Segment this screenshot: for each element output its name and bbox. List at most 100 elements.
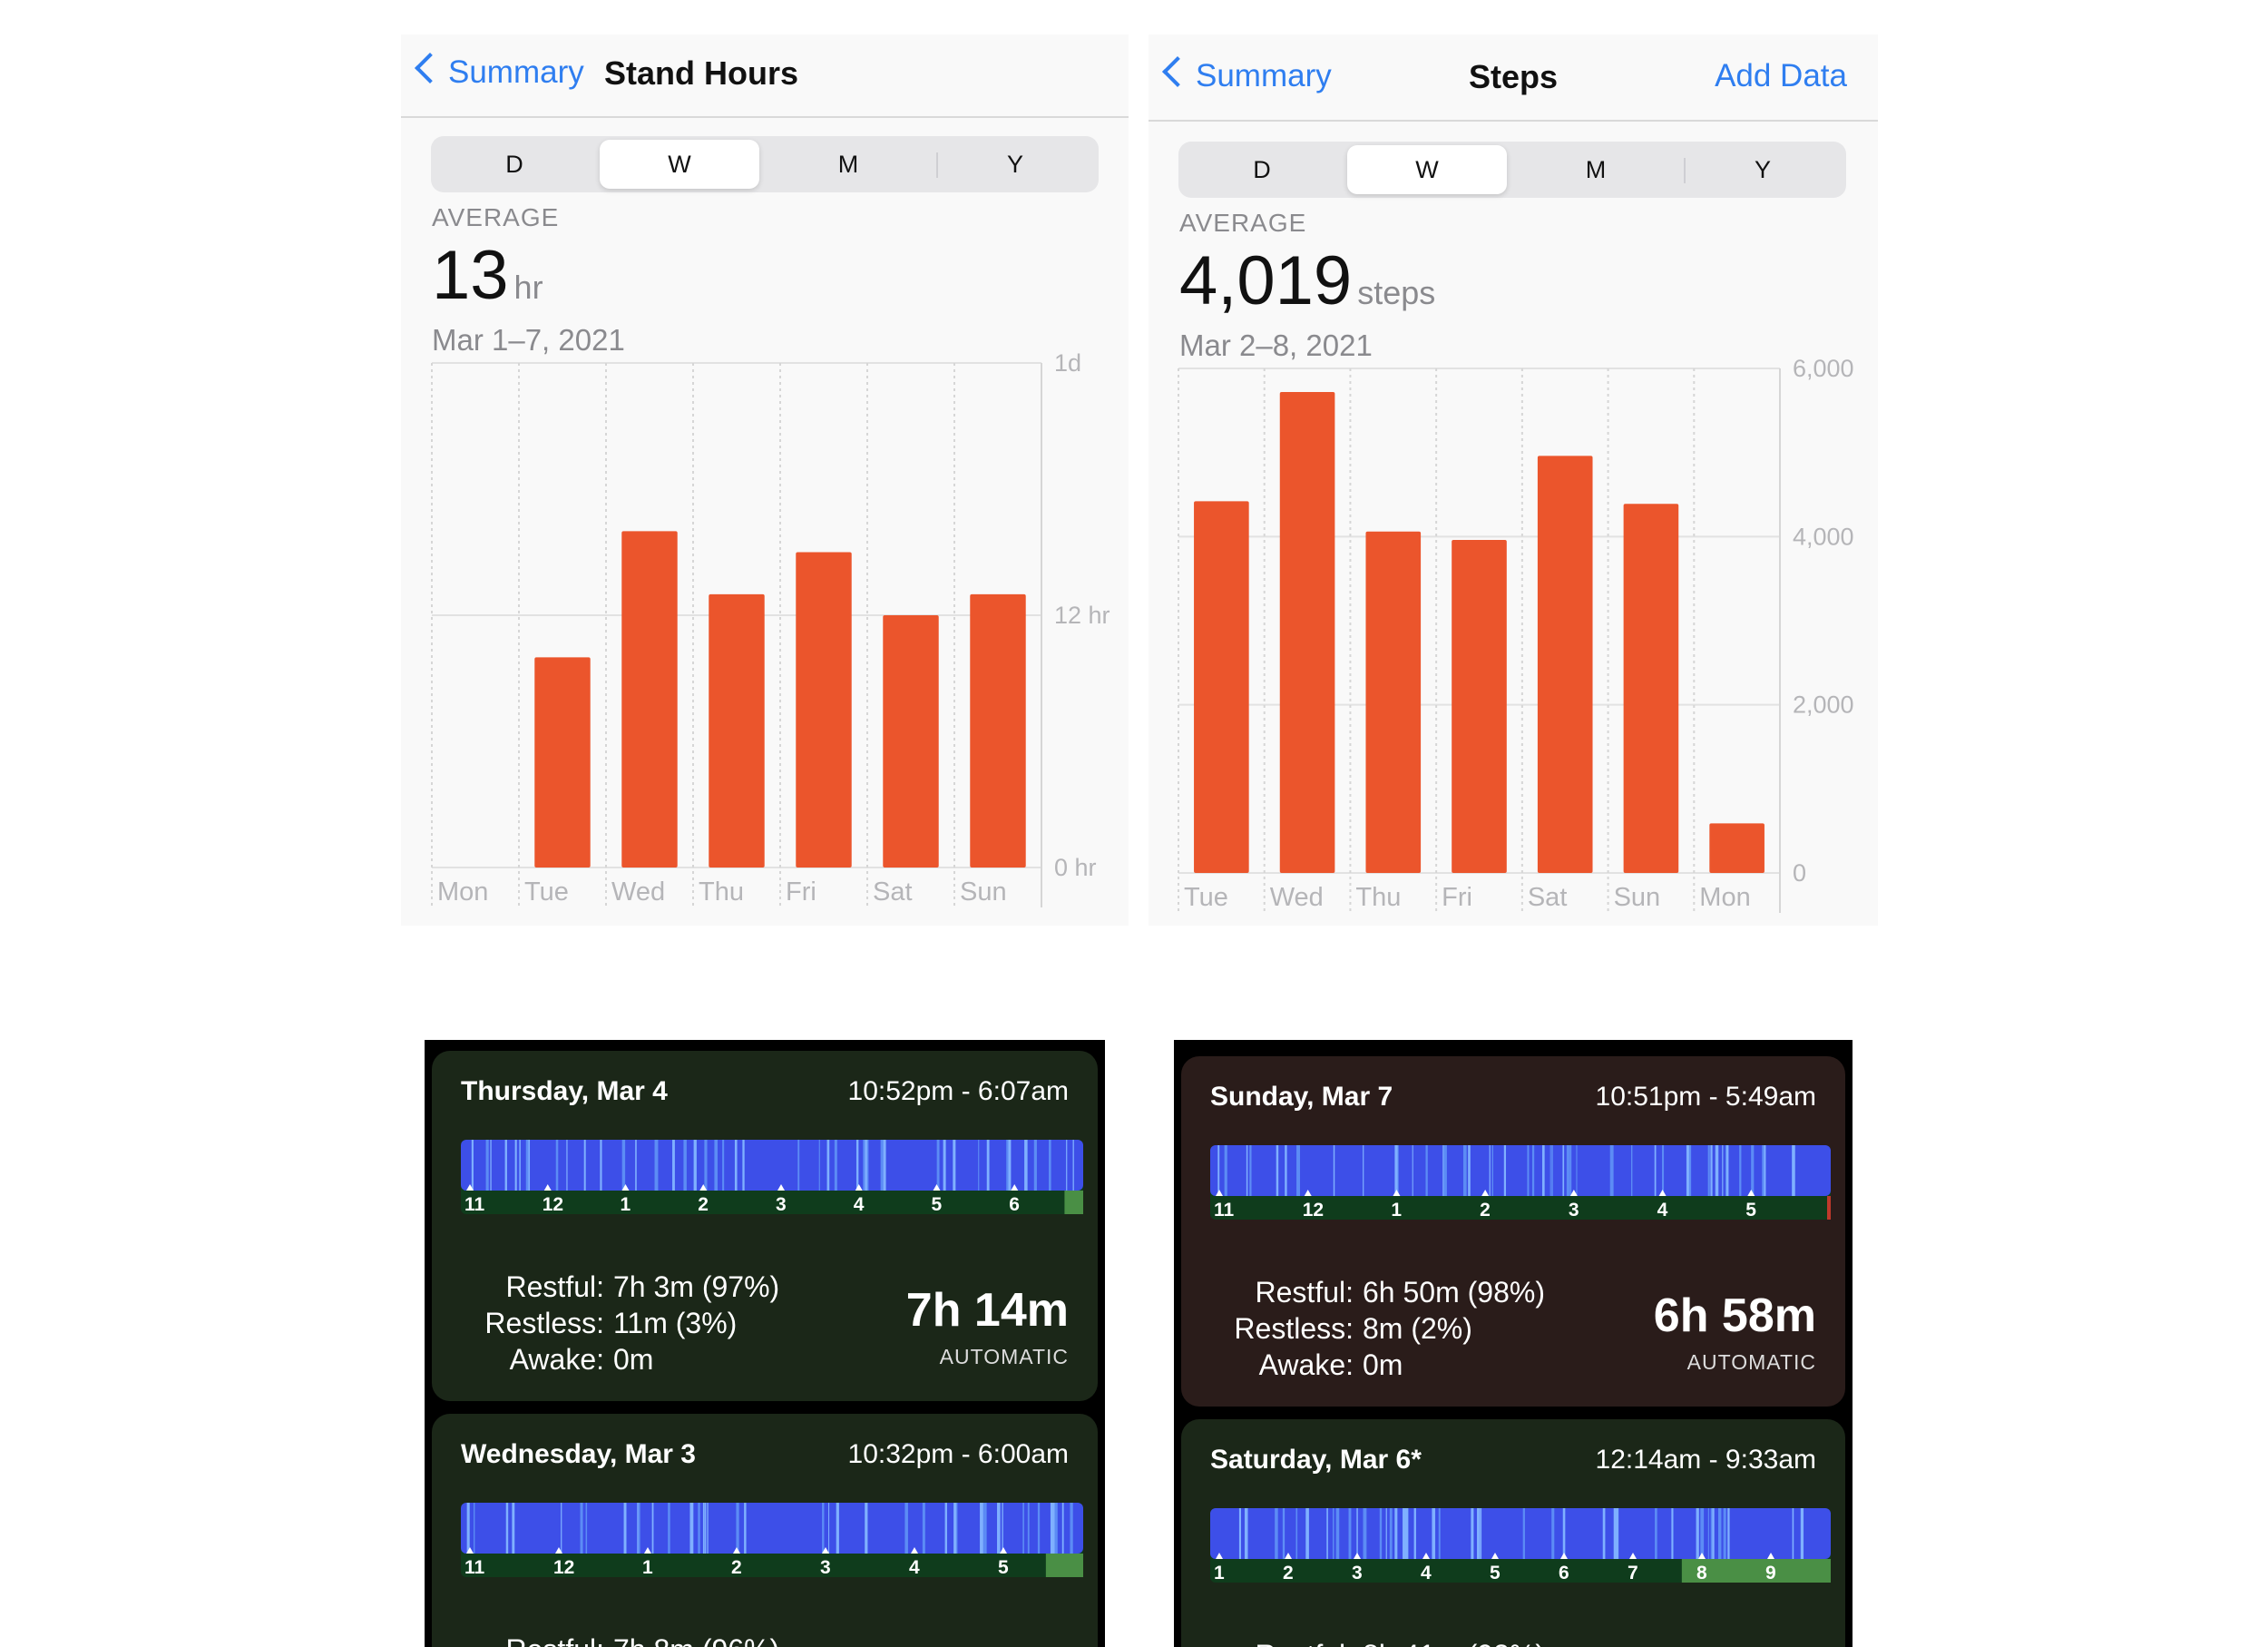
x-tick-label: Wed: [1270, 883, 1324, 912]
restless-stripe: [1800, 1508, 1804, 1559]
x-tick-label: Mon: [1699, 883, 1750, 912]
segment-month[interactable]: M: [837, 151, 859, 178]
segment-year[interactable]: Y: [1006, 151, 1023, 178]
restless-stripe: [693, 1140, 697, 1191]
restless-stripe: [1712, 1508, 1715, 1559]
awake-label: Awake:: [1258, 1348, 1354, 1381]
sleep-card[interactable]: Thursday, Mar 4 10:52pm - 6:07am 11 12 1 2 3…: [432, 1051, 1098, 1401]
restless-stripe: [514, 1140, 517, 1191]
x-tick-label: Sun: [960, 877, 1007, 907]
restless-stripe: [943, 1140, 946, 1191]
sleep-day: Saturday, Mar 6*: [1210, 1445, 1422, 1475]
hour-label: 3: [776, 1194, 787, 1214]
awake-value: 0m: [613, 1343, 654, 1376]
restless-stripe: [1609, 1145, 1614, 1196]
restless-stripe: [855, 1140, 859, 1191]
restless-stripe: [490, 1140, 492, 1191]
restless-value: 8m (2%): [1363, 1312, 1472, 1345]
hour-tick: [822, 1547, 829, 1554]
restless-stripe: [1224, 1145, 1227, 1196]
restless-stripe: [1562, 1508, 1566, 1559]
sleep-breakdown: Restful: 6h 50m (98%) Restless: 8m (2%) Aw…: [1217, 1274, 1545, 1383]
awake-segment: [1681, 1559, 1831, 1583]
restless-stripe: [1405, 1508, 1409, 1559]
hour-label: 3: [820, 1557, 831, 1577]
y-tick-label: 0 hr: [1054, 854, 1097, 881]
nav-bar: Summary Steps Add Data: [1149, 34, 1878, 122]
restless-stripe: [1443, 1145, 1447, 1196]
segment-week[interactable]: W: [600, 140, 759, 189]
hour-tick: [777, 1184, 785, 1191]
segment-week[interactable]: W: [1347, 145, 1507, 194]
sleep-card[interactable]: Wednesday, Mar 3 10:32pm - 6:00am 11 12 1 2…: [432, 1414, 1098, 1647]
restless-stripe: [1326, 1508, 1328, 1559]
hour-label: 2: [731, 1557, 742, 1577]
bar-wed: [1279, 391, 1335, 873]
restless-stripe: [828, 1503, 830, 1554]
restless-stripe: [1792, 1145, 1795, 1196]
restless-stripe: [1707, 1145, 1710, 1196]
restless-stripe: [863, 1140, 867, 1191]
restless-stripe: [1631, 1145, 1633, 1196]
hour-label: 1: [1214, 1563, 1225, 1583]
hour-tick: [1481, 1190, 1490, 1196]
restless-stripe: [1462, 1145, 1467, 1196]
sleep-total: 6h 58m: [1653, 1289, 1816, 1342]
restful-value: 8h 41m (93%): [1363, 1639, 1545, 1647]
restless-stripe: [1246, 1145, 1248, 1196]
restless-stripe: [1726, 1145, 1729, 1196]
restless-stripe: [1397, 1145, 1399, 1196]
sleep-card[interactable]: Sunday, Mar 7 10:51pm - 5:49am 11 12 1 2 3 4 5…: [1181, 1056, 1845, 1407]
restless-stripe: [1276, 1145, 1279, 1196]
bar-thu: [1365, 531, 1422, 873]
restless-stripe: [519, 1140, 521, 1191]
restless-stripe: [1722, 1145, 1724, 1196]
restless-stripe: [1070, 1503, 1073, 1554]
back-button[interactable]: Summary: [414, 53, 584, 91]
restless-stripe: [1038, 1503, 1040, 1554]
hour-label: 7: [1628, 1563, 1638, 1583]
hour-tick: [1491, 1553, 1499, 1559]
segment-year[interactable]: Y: [1754, 156, 1771, 183]
segment-month[interactable]: M: [1585, 156, 1607, 183]
restless-stripe: [1385, 1508, 1387, 1559]
segment-day[interactable]: D: [1253, 156, 1271, 183]
hour-tick: [1422, 1553, 1430, 1559]
restless-stripe: [722, 1140, 725, 1191]
restless-stripe: [736, 1503, 738, 1554]
restful-value: 6h 50m (98%): [1363, 1276, 1545, 1309]
restful-label: Restful:: [505, 1270, 604, 1303]
hour-label: 12: [543, 1194, 563, 1214]
segment-day[interactable]: D: [505, 151, 523, 178]
stand-hours-chart: 1d 12 hr 0 hr Mon Tue Wed Thu Fri Sat Sun: [431, 349, 1110, 907]
page-title: Steps: [1468, 58, 1559, 95]
hour-tick: [1767, 1553, 1774, 1559]
hour-tick: [1393, 1190, 1401, 1196]
restless-stripe: [1348, 1508, 1352, 1559]
restless-stripe: [638, 1503, 640, 1554]
restless-stripe: [834, 1140, 837, 1191]
nav-bar: Summary Stand Hours: [401, 34, 1129, 118]
back-button[interactable]: Summary: [1161, 56, 1332, 94]
hour-label: 5: [1490, 1563, 1501, 1583]
sleep-panel-left: Thursday, Mar 4 10:52pm - 6:07am 11 12 1 2 3…: [425, 1040, 1105, 1647]
restless-stripe: [1282, 1508, 1285, 1559]
restless-stripe: [485, 1140, 489, 1191]
restless-stripe: [651, 1503, 654, 1554]
restless-label: Restless:: [484, 1307, 604, 1339]
hour-tick: [555, 1547, 562, 1554]
restless-stripe: [1296, 1145, 1300, 1196]
restless-stripe: [566, 1140, 568, 1191]
average-label: AVERAGE: [1179, 209, 1307, 237]
add-data-button[interactable]: Add Data: [1715, 58, 1847, 93]
sleep-day: Sunday, Mar 7: [1210, 1082, 1393, 1112]
x-tick-label: Fri: [786, 877, 816, 907]
time-range-segmented-control: D W M Y: [1178, 142, 1846, 198]
bar-sat: [883, 615, 939, 868]
bar-sat: [1537, 456, 1593, 873]
sleep-day: Thursday, Mar 4: [461, 1076, 668, 1106]
hour-label: 1: [621, 1194, 631, 1214]
sleep-card[interactable]: Saturday, Mar 6* 12:14am - 9:33am 1 2 3 4 5 6…: [1181, 1419, 1845, 1647]
restless-stripe: [1403, 1508, 1407, 1559]
restless-stripe: [1356, 1508, 1358, 1559]
